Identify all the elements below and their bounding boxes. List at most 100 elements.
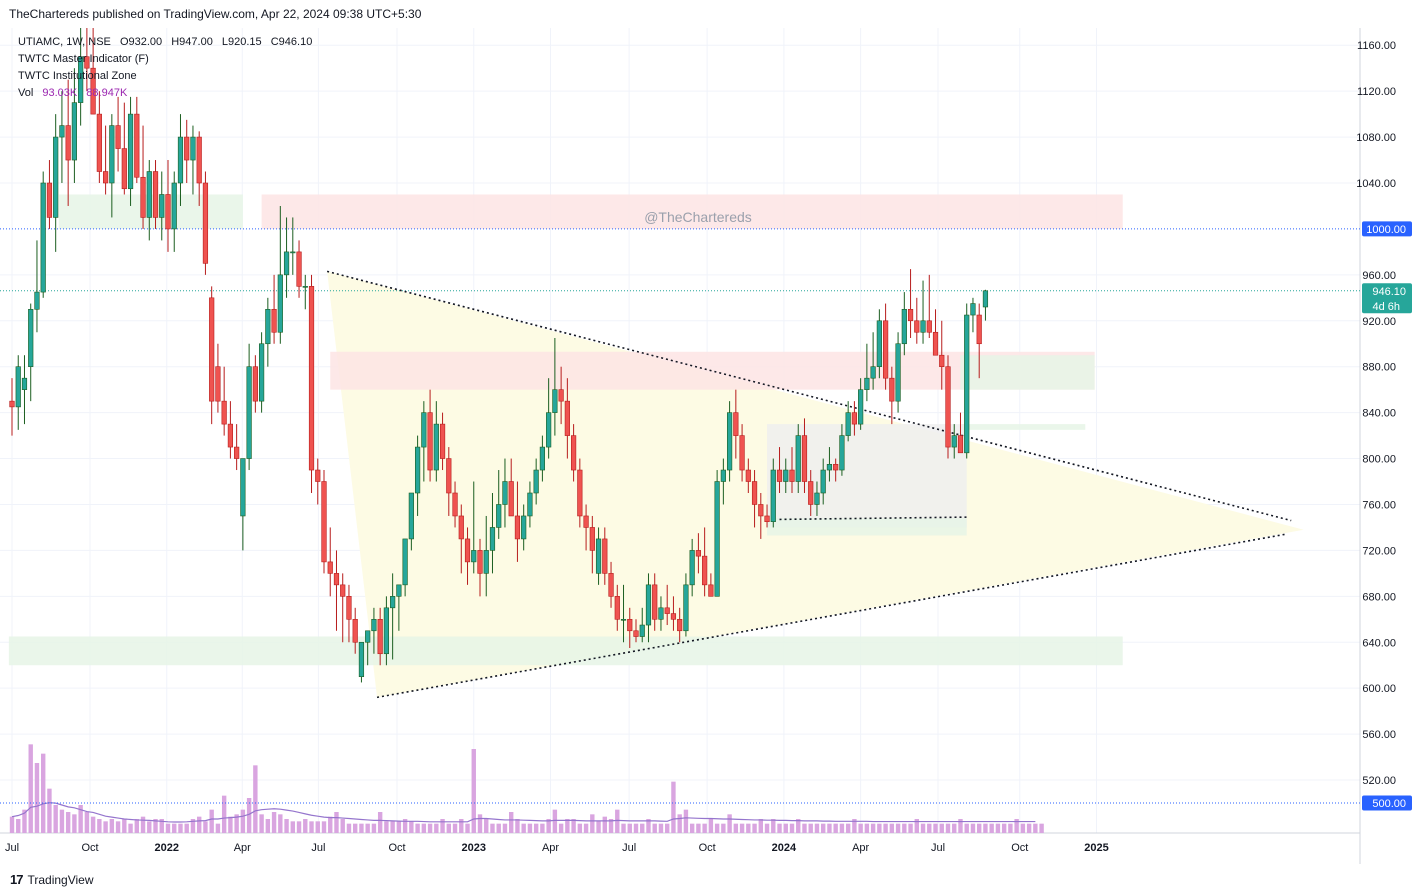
candle-body bbox=[527, 492, 533, 517]
candle-body bbox=[814, 492, 820, 505]
volume-bar bbox=[103, 821, 108, 833]
candle-body bbox=[302, 286, 308, 288]
volume-bar bbox=[521, 823, 526, 833]
candle-body bbox=[402, 538, 408, 586]
tradingview-logo[interactable]: 17 TradingView bbox=[10, 872, 94, 887]
volume-bar bbox=[509, 812, 514, 833]
candle-body bbox=[602, 538, 608, 574]
candle-body bbox=[552, 389, 558, 413]
candle-body bbox=[901, 308, 907, 345]
volume-bar bbox=[902, 823, 907, 833]
candle-body bbox=[502, 481, 508, 505]
candle-body bbox=[964, 314, 970, 454]
price-badge-countdown: 4d 6h bbox=[1372, 301, 1400, 313]
candle-body bbox=[820, 469, 826, 494]
volume-bar bbox=[234, 814, 239, 833]
volume-bar bbox=[28, 744, 33, 833]
volume-bar bbox=[296, 821, 302, 833]
volume-bar bbox=[783, 823, 788, 833]
volume-ma-line bbox=[11, 802, 1036, 823]
candle-body bbox=[508, 481, 514, 517]
candle-body bbox=[546, 412, 552, 448]
candle-body bbox=[608, 573, 614, 597]
candle-body bbox=[65, 125, 71, 161]
volume-bar bbox=[328, 816, 333, 833]
volume-bar bbox=[128, 823, 133, 833]
volume-bar bbox=[359, 823, 364, 833]
price-tick-label: 1160.00 bbox=[1357, 40, 1396, 52]
candle-body bbox=[926, 320, 932, 333]
candle-body bbox=[733, 412, 739, 436]
candle-body bbox=[982, 290, 989, 308]
volume-bar bbox=[427, 823, 433, 833]
legend-symbol[interactable]: UTIAMC, 1W, NSE bbox=[18, 36, 111, 48]
volume-bar bbox=[696, 823, 701, 833]
publish-header: TheChartereds published on TradingView.c… bbox=[0, 0, 1428, 28]
volume-bar bbox=[259, 814, 264, 833]
candle-body bbox=[421, 412, 427, 448]
candle-body bbox=[452, 492, 458, 517]
volume-bar bbox=[1001, 823, 1007, 833]
candle-body bbox=[839, 435, 845, 471]
candle-body bbox=[845, 412, 851, 436]
volume-bar bbox=[983, 823, 988, 833]
price-badge-bg bbox=[1362, 283, 1412, 314]
demand-zone-small bbox=[960, 424, 1086, 430]
volume-bar bbox=[390, 821, 395, 833]
price-tick-label: 560.00 bbox=[1362, 729, 1396, 741]
price-chart[interactable]: @TheChartereds 1160.00 1120.00 1080.00 1040… bbox=[0, 28, 1428, 864]
candle-body bbox=[726, 412, 733, 471]
published-line: TheChartereds published on TradingView.c… bbox=[9, 7, 422, 21]
price-badge-bg bbox=[1362, 795, 1412, 811]
candle-body bbox=[90, 67, 96, 115]
volume-bar bbox=[633, 823, 639, 833]
candle-body bbox=[458, 515, 464, 540]
volume-bar bbox=[1014, 819, 1019, 833]
volume-bar bbox=[115, 821, 121, 833]
candle-body bbox=[215, 366, 221, 402]
legend-indicator-1[interactable]: TWTC Master Indicator (F) bbox=[18, 51, 318, 68]
price-axis[interactable]: 1160.00 1120.00 1080.00 1040.00 960.00 920.00… bbox=[1356, 40, 1412, 811]
time-tick-label: Jul bbox=[311, 842, 325, 854]
time-tick-label: Jul bbox=[931, 842, 945, 854]
volume-bar bbox=[977, 823, 982, 833]
volume-bar bbox=[689, 823, 695, 833]
volume-bar bbox=[9, 816, 15, 833]
volume-bar bbox=[84, 812, 90, 833]
volume-bar bbox=[627, 823, 632, 833]
legend-indicator-2[interactable]: TWTC Institutional Zone bbox=[18, 68, 318, 85]
volume-bar bbox=[353, 823, 358, 833]
chart-legend: UTIAMC, 1W, NSE O932.00 H947.00 L920.15 … bbox=[18, 34, 318, 102]
time-axis[interactable]: Jul Oct 2022 Apr Jul Oct 2023 Apr Jul Oct 2024 Apr J… bbox=[5, 842, 1109, 854]
time-tick-label: Oct bbox=[699, 842, 716, 854]
volume-bar bbox=[228, 816, 233, 833]
volume-bar bbox=[1039, 823, 1044, 833]
candle-body bbox=[283, 251, 290, 276]
volume-bar bbox=[290, 821, 295, 833]
candle-body bbox=[539, 446, 545, 471]
volume-bar bbox=[839, 823, 845, 833]
volume-bar bbox=[733, 823, 739, 833]
volume-bar bbox=[540, 823, 545, 833]
candle-body bbox=[121, 148, 127, 190]
candle-body bbox=[252, 366, 258, 402]
time-tick-label: Apr bbox=[542, 842, 559, 854]
candle-body bbox=[258, 343, 265, 402]
volume-bar bbox=[920, 823, 926, 833]
candle-body bbox=[140, 176, 146, 218]
time-tick-label: Oct bbox=[388, 842, 405, 854]
price-tick-label: 960.00 bbox=[1362, 270, 1396, 282]
volume-bar bbox=[615, 809, 620, 833]
volume-bar bbox=[72, 814, 77, 833]
price-tick-label: 1040.00 bbox=[1356, 178, 1396, 190]
candle-body bbox=[789, 469, 795, 482]
price-tick-label: 1120.00 bbox=[1357, 86, 1396, 98]
legend-volume[interactable]: Vol 93.03K 88.947K bbox=[18, 85, 318, 102]
volume-bar bbox=[446, 823, 451, 833]
candle-body bbox=[427, 412, 433, 471]
candle-body bbox=[614, 596, 620, 620]
candle-body bbox=[346, 596, 352, 620]
volume-bar bbox=[558, 823, 564, 833]
candle-body bbox=[53, 136, 59, 218]
volume-bar bbox=[746, 823, 751, 833]
